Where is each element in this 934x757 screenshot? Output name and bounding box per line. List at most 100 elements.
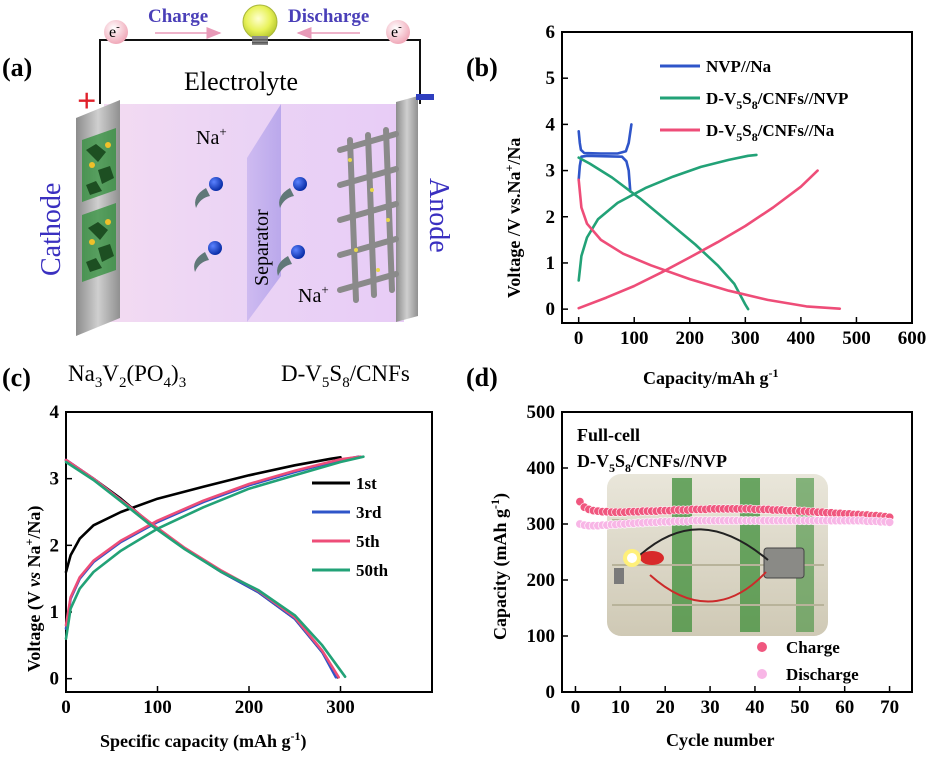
legend-d-label-1: Discharge — [786, 665, 859, 684]
series-line-b-1-0 — [577, 153, 758, 282]
minus-sign — [416, 94, 434, 100]
cathode-material-label: Na3V2(PO4)3 — [68, 361, 186, 391]
series-line-b-0-0 — [577, 123, 633, 155]
legend-c-label-0: 1st — [356, 474, 377, 493]
anode-material-label: D-V5S8/CNFs — [281, 361, 410, 391]
panel-d: (d) 0 10 20 30 40 50 60 70 0 100 200 300 400 500 Full… — [466, 363, 913, 750]
axis-title-d-x: Cycle number — [666, 730, 774, 750]
x-tick-label-b-4: 400 — [787, 328, 816, 349]
y-tick-label-c-1: 1 — [50, 602, 60, 623]
electron-icon: e- — [104, 20, 128, 44]
electrolyte-label: Electrolyte — [184, 67, 298, 96]
panel-letter-a: (a) — [2, 53, 32, 82]
carbon-fiber-mesh-icon — [348, 158, 390, 272]
x-tick-label-c-0: 0 — [61, 697, 71, 718]
legend-c-label-2: 5th — [356, 532, 380, 551]
bulb-icon — [242, 4, 278, 45]
anode-label: Anode — [423, 178, 454, 253]
y-tick-label-b-0: 0 — [546, 299, 556, 320]
panel-a: (a) Charge Discharge e- e- Electrolyte S… — [2, 4, 454, 391]
y-tick-label-b-5: 5 — [546, 68, 556, 89]
x-tick-label-b-5: 500 — [842, 328, 871, 349]
y-tick-label-b-4: 4 — [546, 114, 556, 135]
series-line-c-1-1 — [64, 458, 338, 679]
svg-text:e-: e- — [391, 21, 402, 41]
legend-d-marker-1 — [757, 669, 767, 679]
na-ion-icon — [277, 245, 305, 276]
na-ion-icon — [279, 177, 307, 208]
x-tick-label-d-0: 0 — [571, 697, 581, 718]
svg-text:e-: e- — [109, 21, 120, 41]
charge-label: Charge — [148, 6, 208, 27]
y-tick-label-b-1: 1 — [546, 253, 556, 274]
x-tick-label-b-6: 600 — [898, 328, 927, 349]
crystal-structure-icon — [82, 128, 116, 282]
x-tick-label-d-7: 70 — [880, 697, 899, 718]
plot-c: 0 100 200 300 0 1 2 3 4 — [50, 402, 433, 718]
plus-sign: + — [77, 83, 96, 120]
x-tick-label-c-3: 300 — [326, 697, 355, 718]
y-tick-label-c-0: 0 — [50, 669, 60, 690]
cathode-label: Cathode — [36, 183, 67, 276]
x-tick-label-c-1: 100 — [143, 697, 172, 718]
x-tick-label-b-2: 200 — [676, 328, 705, 349]
x-tick-label-c-2: 200 — [235, 697, 264, 718]
x-tick-label-d-1: 10 — [611, 697, 630, 718]
plot-b: 0 100 200 300 400 500 600 0 1 2 3 4 5 6 — [546, 22, 927, 349]
led-demo-photo — [607, 474, 828, 636]
y-tick-label-c-2: 2 — [50, 535, 60, 556]
separator-label: Separator — [251, 209, 273, 286]
legend-d-marker-0 — [757, 642, 767, 652]
series-line-b-0-1 — [577, 154, 632, 193]
separator — [247, 104, 281, 322]
x-tick-label-d-3: 30 — [701, 697, 720, 718]
x-tick-label-b-3: 300 — [731, 328, 760, 349]
panel-b: (b) 0 100 200 300 400 500 600 0 1 2 3 4 5 6 Voltage /… — [466, 22, 926, 388]
panel-letter-c: (c) — [2, 363, 31, 392]
legend-b: NVP//Na D-V5S8/CNFs//NVP D-V5S8/CNFs//Na — [660, 57, 848, 144]
na-ion-label: Na+ — [298, 282, 329, 307]
series-line-b-2-0 — [577, 169, 819, 310]
plot-frame-b — [561, 31, 913, 324]
x-tick-label-d-6: 60 — [835, 697, 854, 718]
series-line-c-0-0 — [64, 456, 342, 574]
y-tick-label-d-2: 200 — [527, 570, 556, 591]
na-ion-icon — [194, 241, 222, 272]
na-ion-icon — [195, 177, 223, 208]
y-tick-label-c-3: 3 — [50, 469, 60, 490]
y-tick-label-d-4: 400 — [527, 458, 556, 479]
y-tick-label-d-0: 0 — [546, 682, 556, 703]
inset-title-cell-config: D-V5S8/CNFs//NVP — [577, 451, 727, 475]
legend-d-label-0: Charge — [786, 638, 840, 657]
y-tick-label-d-1: 100 — [527, 626, 556, 647]
series-line-c-0-1 — [64, 458, 340, 679]
plot-d: 0 10 20 30 40 50 60 70 0 100 200 300 400 500 — [527, 402, 913, 718]
anode-plate — [396, 96, 418, 322]
data-point-d-1-69 — [885, 517, 895, 527]
axis-title-c-x: Specific capacity (mAh g-1) — [100, 729, 306, 752]
y-tick-label-b-6: 6 — [546, 22, 556, 43]
legend-c-label-3: 50th — [356, 561, 389, 580]
axis-title-b-y: Voltage /V vs.Na+/Na — [502, 138, 524, 298]
axis-title-b-x: Capacity/mAh g-1 — [643, 366, 779, 388]
inset-title-full-cell: Full-cell — [577, 425, 640, 445]
x-tick-label-b-1: 100 — [620, 328, 649, 349]
legend-c: 1st 3rd 5th 50th — [312, 474, 389, 580]
y-tick-label-b-2: 2 — [546, 207, 556, 228]
electron-icon: e- — [386, 20, 410, 44]
legend-b-label-2: D-V5S8/CNFs//Na — [706, 121, 835, 144]
discharge-label: Discharge — [288, 6, 369, 27]
series-line-c-3-1 — [64, 460, 347, 678]
panel-c: (c) 0 100 200 300 0 1 2 3 4 Voltage (V vs Na+/Na… — [2, 363, 433, 752]
series-line-b-2-1 — [577, 178, 842, 310]
y-tick-label-d-5: 500 — [527, 402, 556, 423]
x-tick-label-d-5: 50 — [790, 697, 809, 718]
series-line-c-2-0 — [64, 455, 362, 627]
y-tick-label-c-4: 4 — [50, 402, 60, 423]
legend-d: Charge Discharge — [757, 638, 859, 684]
series-line-c-2-1 — [64, 458, 340, 679]
panel-letter-d: (d) — [466, 363, 498, 392]
y-tick-label-d-3: 300 — [527, 514, 556, 535]
plot-frame-d — [561, 411, 913, 693]
